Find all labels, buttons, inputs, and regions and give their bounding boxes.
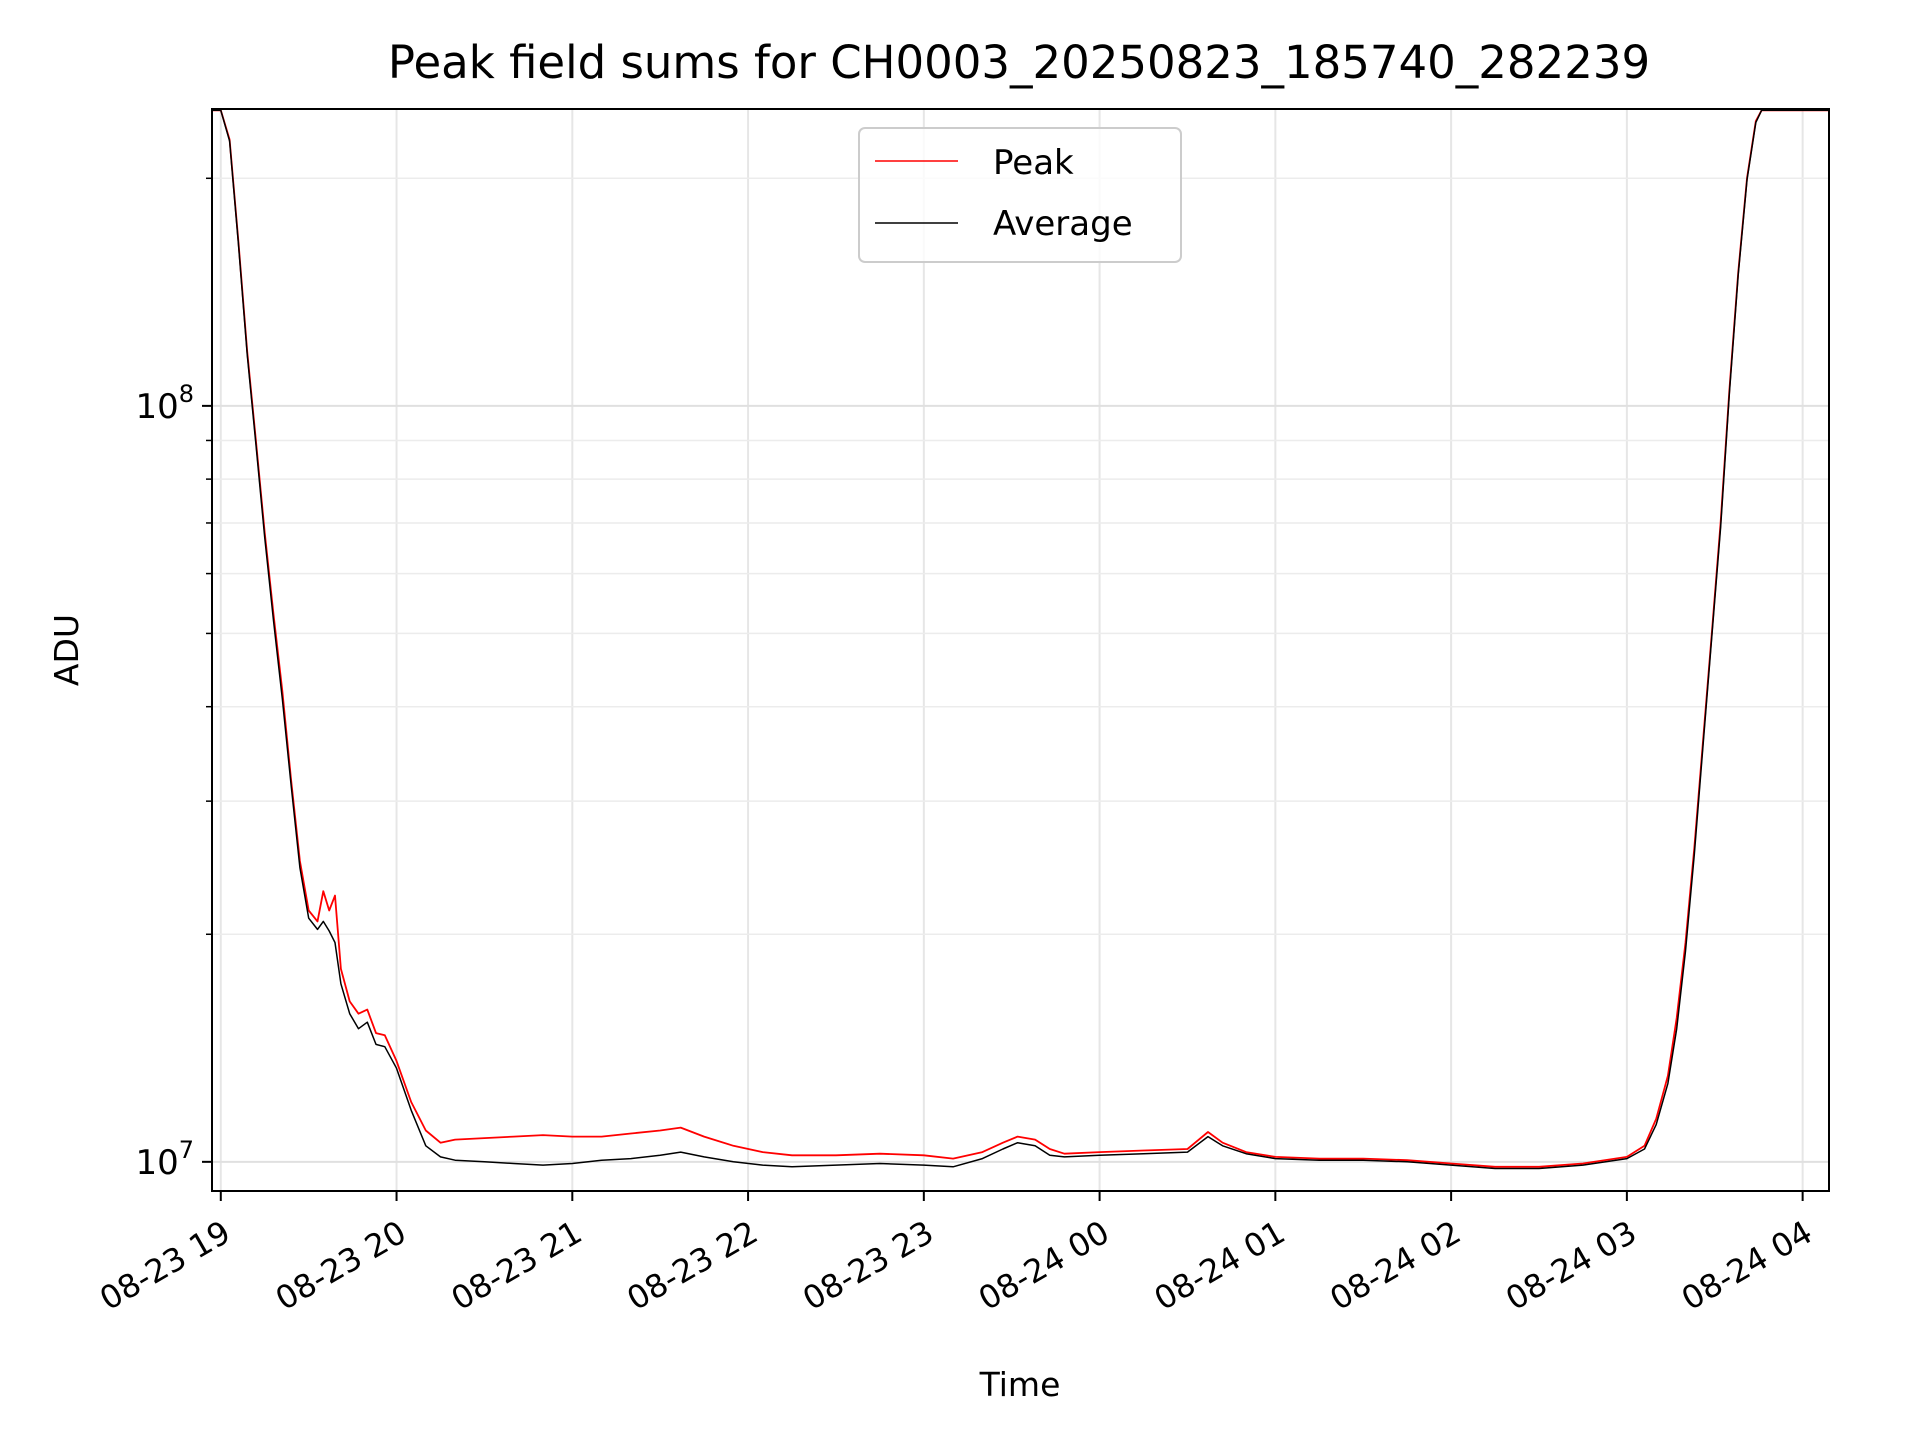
legend-peak-label: Peak xyxy=(993,143,1074,183)
x-axis-label: Time xyxy=(979,1365,1061,1404)
plot-background xyxy=(212,109,1829,1191)
series-line-peak xyxy=(212,109,1829,1168)
legend-average-label: Average xyxy=(993,204,1133,244)
y-axis-label: ADU xyxy=(47,614,86,686)
legend: Peak Average xyxy=(858,127,1182,263)
grid xyxy=(212,109,1829,1191)
series-layer xyxy=(212,109,1829,1170)
chart-title: Peak field sums for CH0003_20250823_1857… xyxy=(388,36,1650,89)
series-line-average xyxy=(212,109,1829,1170)
plot-frame xyxy=(211,108,1830,1192)
plot-area xyxy=(211,108,1830,1192)
